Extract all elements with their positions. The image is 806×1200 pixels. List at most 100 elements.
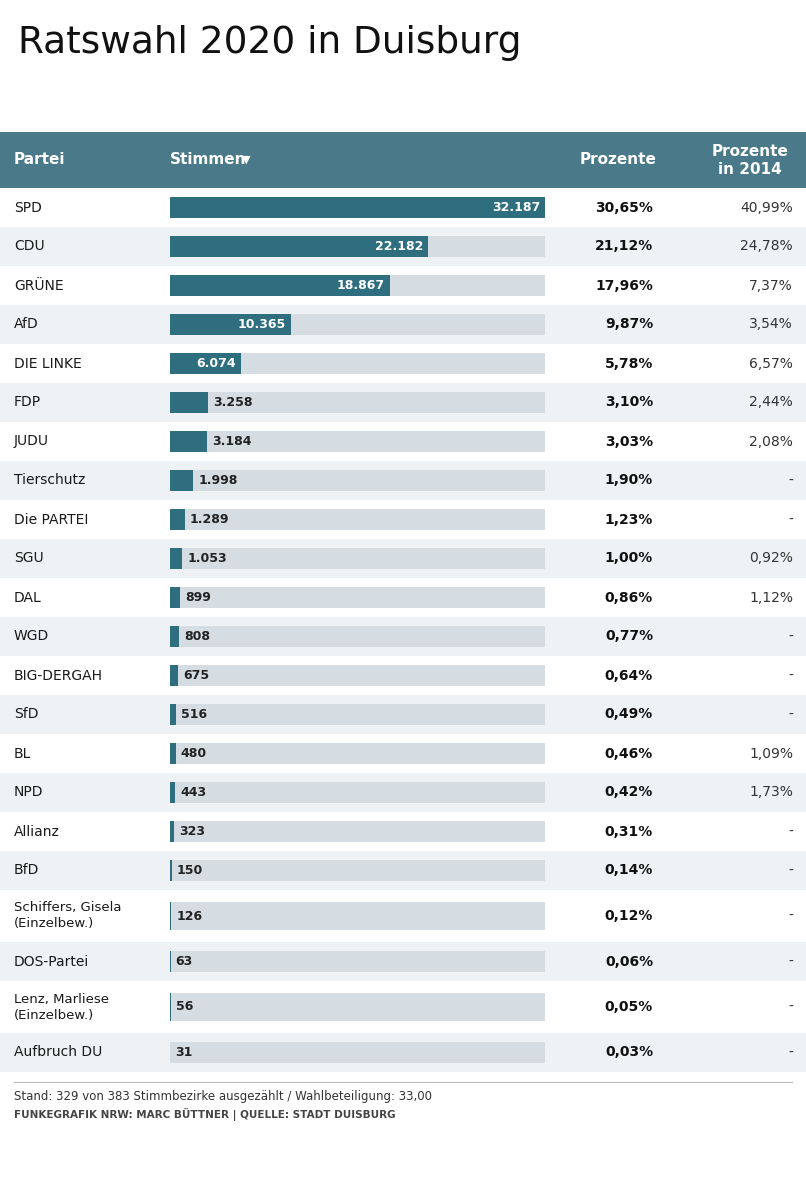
Bar [170,626,180,647]
Bar [170,743,176,763]
Text: SGU: SGU [14,552,44,565]
Bar [170,548,182,569]
Bar [170,314,545,335]
Text: DIE LINKE: DIE LINKE [14,356,81,371]
Text: (Einzelbew.): (Einzelbew.) [14,918,94,930]
Text: -: - [788,1000,793,1014]
Bar [0,695,806,734]
Bar [170,353,545,373]
Bar [170,821,174,841]
Text: 516: 516 [181,708,207,721]
Text: GRÜNE: GRÜNE [14,278,64,293]
Text: SPD: SPD [14,200,42,215]
Bar [170,821,545,841]
Bar [170,743,545,763]
Bar [170,704,545,725]
Text: Tierschutz: Tierschutz [14,474,85,487]
Text: 1,23%: 1,23% [604,512,653,527]
Text: 0,31%: 0,31% [604,824,653,839]
Text: Stimmen: Stimmen [170,152,247,168]
Text: -: - [788,910,793,923]
Bar [0,942,806,982]
Text: AfD: AfD [14,318,39,331]
Text: 0,49%: 0,49% [604,708,653,721]
Text: 0,12%: 0,12% [604,910,653,923]
Text: Die PARTEI: Die PARTEI [14,512,89,527]
Bar [170,902,172,930]
Text: 3,54%: 3,54% [750,318,793,331]
Text: 0,92%: 0,92% [749,552,793,565]
Text: Partei: Partei [14,152,65,168]
Bar [170,197,545,217]
Bar [170,392,208,413]
Text: -: - [788,708,793,721]
Text: DAL: DAL [14,590,42,605]
Text: BIG-DERGAH: BIG-DERGAH [14,668,103,683]
Text: 1,09%: 1,09% [749,746,793,761]
Text: 10.365: 10.365 [238,318,286,331]
Text: in 2014: in 2014 [718,162,782,176]
Bar [170,431,207,451]
Text: FUNKEGRAFIK NRW: MARC BÜTTNER | QUELLE: STADT DUISBURG: FUNKEGRAFIK NRW: MARC BÜTTNER | QUELLE: … [14,1108,396,1121]
Text: 6.074: 6.074 [196,358,236,370]
Text: -: - [788,824,793,839]
Text: -: - [788,630,793,643]
Text: Prozente: Prozente [580,152,656,168]
Bar [170,431,545,451]
Bar [0,578,806,617]
Text: ▼: ▼ [242,155,251,164]
Text: -: - [788,512,793,527]
Text: 0,64%: 0,64% [604,668,653,683]
Text: 899: 899 [185,590,211,604]
Text: 443: 443 [181,786,206,799]
Text: 0,42%: 0,42% [604,786,653,799]
Text: 0,77%: 0,77% [604,630,653,643]
Text: -: - [788,954,793,968]
Bar [0,617,806,656]
Text: -: - [788,474,793,487]
Bar [170,275,545,295]
Text: SfD: SfD [14,708,39,721]
Text: 1,12%: 1,12% [749,590,793,605]
Text: FDP: FDP [14,396,41,409]
Bar [170,548,545,569]
Text: 3,03%: 3,03% [604,434,653,449]
Bar [170,1043,545,1063]
Text: 1,73%: 1,73% [749,786,793,799]
Text: 5,78%: 5,78% [604,356,653,371]
Bar [0,539,806,578]
Text: 1.998: 1.998 [198,474,238,487]
Text: 3,10%: 3,10% [604,396,653,409]
Bar [170,860,545,881]
Text: 21,12%: 21,12% [595,240,653,253]
Bar [170,509,545,529]
Text: 9,87%: 9,87% [604,318,653,331]
Bar [170,353,241,373]
Text: Aufbruch DU: Aufbruch DU [14,1045,102,1060]
Text: 6,57%: 6,57% [749,356,793,371]
Text: 0,05%: 0,05% [604,1000,653,1014]
Text: 40,99%: 40,99% [740,200,793,215]
Text: 22.182: 22.182 [375,240,423,253]
Bar [170,665,178,685]
Bar [170,470,545,491]
Bar [0,773,806,812]
Text: 150: 150 [177,864,203,877]
Bar [170,952,545,972]
Text: 31: 31 [176,1046,193,1058]
Text: 1.053: 1.053 [187,552,227,565]
Bar [0,982,806,1033]
Text: NPD: NPD [14,786,44,799]
Text: -: - [788,668,793,683]
Bar [170,626,545,647]
Text: Allianz: Allianz [14,824,60,839]
Bar [170,509,185,529]
Bar [0,656,806,695]
Bar [170,782,175,803]
Text: 32.187: 32.187 [492,200,540,214]
Text: Stand: 329 von 383 Stimmbezirke ausgezählt / Wahlbeteiligung: 33,00: Stand: 329 von 383 Stimmbezirke ausgezäh… [14,1090,432,1103]
Bar [0,812,806,851]
Text: 0,14%: 0,14% [604,864,653,877]
Bar [0,132,806,188]
Bar [0,344,806,383]
